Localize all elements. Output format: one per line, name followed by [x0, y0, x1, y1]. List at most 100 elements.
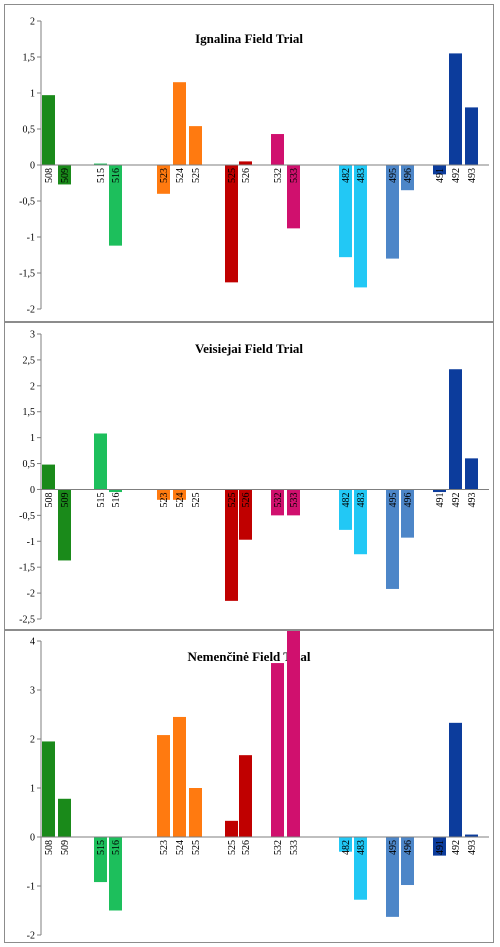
chart-panel-ignalina: Ignalina Field Trial 2 1,5 1 0,5 0 -0,5 -1 -1,5 -… — [4, 4, 494, 322]
x-tick-label: 508 — [44, 492, 55, 507]
bar — [58, 798, 71, 837]
x-tick-label: 482 — [341, 168, 352, 183]
bar — [339, 837, 352, 852]
bar — [287, 631, 300, 837]
bar — [433, 489, 446, 493]
y-tick-label: 4 — [30, 637, 35, 648]
chart-nemencine: Nemenčinė Field Trial 4 3 2 1 0 -1 -2 508 509 515 5… — [27, 631, 489, 942]
x-tick-label: 516 — [111, 840, 122, 855]
bar — [58, 489, 71, 561]
x-tick-label: 509 — [60, 168, 71, 183]
x-tick-label: 508 — [44, 840, 55, 855]
x-tick-label: 483 — [356, 492, 367, 507]
y-tick-label: 0,5 — [23, 125, 36, 136]
x-tick-label: 525 — [227, 840, 238, 855]
y-tick-label: -2 — [27, 305, 35, 316]
bar — [109, 837, 122, 911]
x-tick-label: 524 — [175, 492, 186, 507]
x-tick-label: 493 — [467, 168, 478, 183]
x-tick-label: 526 — [241, 168, 252, 183]
bar — [173, 716, 186, 837]
y-tick-label: -1 — [27, 233, 35, 244]
x-tick-label: 482 — [341, 492, 352, 507]
bar — [173, 82, 186, 165]
bar — [465, 458, 478, 490]
bar — [433, 165, 446, 175]
x-tick-label: 483 — [356, 840, 367, 855]
y-tick-label: 0,5 — [23, 459, 36, 470]
bar — [173, 489, 186, 500]
bar — [157, 489, 170, 500]
chart-panel-nemencine: Nemenčinė Field Trial 4 3 2 1 0 -1 -2 508 509 515 5… — [4, 630, 494, 943]
x-tick-label: 491 — [435, 840, 446, 855]
y-tick-label: -1,5 — [19, 563, 35, 574]
x-tick-label: 509 — [60, 840, 71, 855]
y-tick-label: 1 — [30, 784, 35, 795]
bar — [465, 834, 478, 837]
bar — [239, 755, 252, 837]
y-tick-label: -2,5 — [19, 615, 35, 626]
x-tick-label: 533 — [289, 492, 300, 507]
y-tick-label: 1 — [30, 89, 35, 100]
x-tick-label: 532 — [273, 492, 284, 507]
y-tick-label: 0 — [30, 161, 35, 172]
bar — [271, 663, 284, 837]
bar — [239, 489, 252, 540]
bar — [42, 95, 55, 165]
y-tick-label: 2 — [30, 381, 35, 392]
bar — [271, 489, 284, 516]
x-tick-label: 495 — [388, 168, 399, 183]
bar — [465, 107, 478, 165]
x-tick-label: 495 — [388, 840, 399, 855]
bar — [339, 165, 352, 258]
x-tick-label: 525 — [227, 492, 238, 507]
chart-title: Ignalina Field Trial — [195, 31, 303, 46]
bar — [433, 837, 446, 856]
bar — [109, 489, 122, 493]
chart-title: Nemenčinė Field Trial — [188, 649, 311, 664]
x-tick-label: 523 — [159, 840, 170, 855]
x-tick-label: 496 — [403, 840, 414, 855]
chart-ignalina: Ignalina Field Trial 2 1,5 1 0,5 0 -0,5 -1 -1,5 -… — [19, 17, 489, 316]
bar — [58, 165, 71, 185]
bar — [271, 134, 284, 165]
x-tick-label: 526 — [241, 840, 252, 855]
bar — [42, 741, 55, 837]
x-tick-label: 492 — [451, 840, 462, 855]
y-tick-label: 2 — [30, 735, 35, 746]
bar — [339, 489, 352, 530]
x-tick-label: 515 — [96, 492, 107, 507]
x-tick-label: 508 — [44, 168, 55, 183]
x-tick-label: 525 — [191, 168, 202, 183]
x-tick-label: 493 — [467, 840, 478, 855]
bar — [189, 126, 202, 165]
y-tick-label: -1 — [27, 537, 35, 548]
bar — [401, 165, 414, 191]
y-tick-label: -0,5 — [19, 511, 35, 522]
bar — [287, 489, 300, 516]
x-tick-label: 493 — [467, 492, 478, 507]
y-tick-label: 0 — [30, 485, 35, 496]
x-tick-label: 483 — [356, 168, 367, 183]
x-tick-label: 482 — [341, 840, 352, 855]
y-tick-label: -0,5 — [19, 197, 35, 208]
y-tick-label: -2 — [27, 589, 35, 600]
bar — [225, 820, 238, 837]
y-tick-label: 2 — [30, 17, 35, 28]
bar — [287, 165, 300, 229]
x-tick-label: 533 — [289, 168, 300, 183]
x-tick-label: 524 — [175, 840, 186, 855]
chart-veisiejai: Veisiejai Field Trial 3 2,5 2 1,5 1 0,5 0 -0,5 -1… — [19, 330, 489, 626]
bar — [354, 489, 367, 555]
bar — [157, 165, 170, 194]
x-tick-label: 516 — [111, 492, 122, 507]
x-tick-label: 496 — [403, 492, 414, 507]
x-tick-label: 532 — [273, 840, 284, 855]
x-tick-label: 525 — [191, 492, 202, 507]
bar — [449, 722, 462, 837]
chart-title: Veisiejai Field Trial — [195, 341, 303, 356]
x-tick-label: 515 — [96, 168, 107, 183]
bar — [401, 489, 414, 538]
y-tick-label: 3 — [30, 686, 35, 697]
x-tick-label: 492 — [451, 492, 462, 507]
